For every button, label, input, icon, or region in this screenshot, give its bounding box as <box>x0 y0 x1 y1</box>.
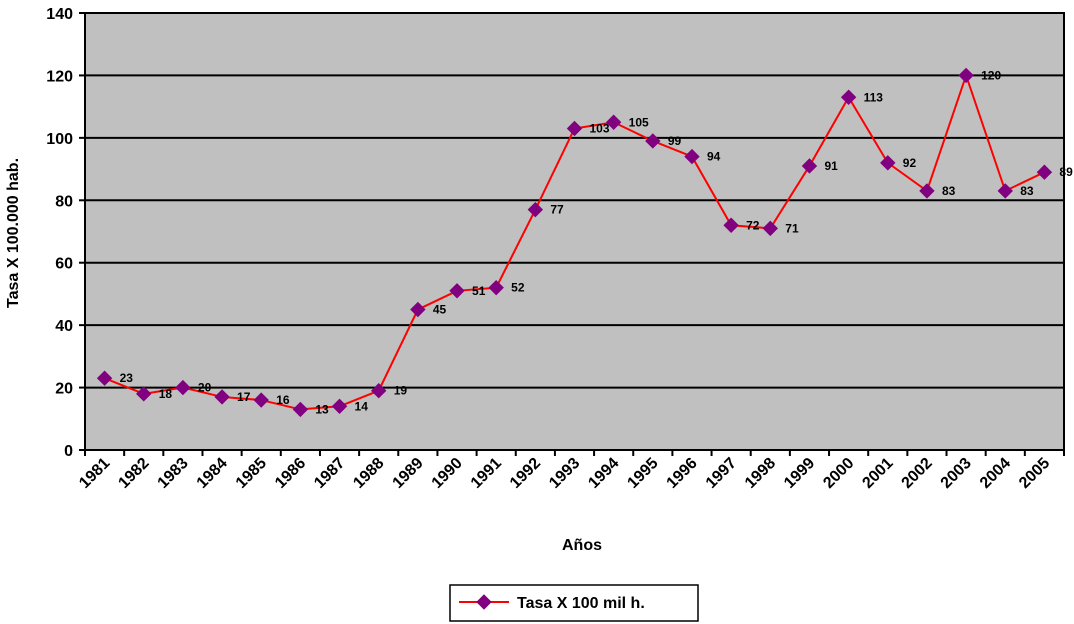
data-point-marker <box>605 114 622 130</box>
data-point-marker <box>1036 164 1053 180</box>
x-tick-label: 1992 <box>507 455 544 492</box>
data-label: 20 <box>198 381 212 395</box>
data-label: 77 <box>550 203 564 217</box>
data-label: 120 <box>981 68 1001 82</box>
data-label: 16 <box>276 393 290 407</box>
data-point-marker <box>488 279 504 296</box>
data-point-marker <box>645 133 661 149</box>
data-label: 89 <box>1059 165 1073 179</box>
data-label: 99 <box>668 134 682 148</box>
gridlines <box>84 12 1065 451</box>
x-tick-label: 1984 <box>194 455 231 492</box>
legend-label: Tasa X 100 mil h. <box>517 595 645 612</box>
data-label: 105 <box>629 115 649 129</box>
data-point-marker <box>370 382 387 399</box>
data-point-marker <box>449 283 465 299</box>
x-tick-label: 1991 <box>468 455 505 492</box>
data-point-marker <box>175 379 191 396</box>
y-tick-label: 0 <box>64 443 73 460</box>
data-point-marker <box>762 220 779 237</box>
x-tick-label: 2005 <box>1016 455 1053 492</box>
x-tick-label: 1994 <box>585 455 622 492</box>
series-layer <box>96 67 1053 418</box>
data-point-marker <box>684 148 700 165</box>
x-tick-label: 1998 <box>742 455 779 492</box>
x-tick-label: 1985 <box>233 455 270 492</box>
data-label: 92 <box>903 156 917 170</box>
data-label: 91 <box>824 159 838 173</box>
y-axis-title: Tasa X 100.000 hab. <box>5 158 22 308</box>
x-tick-label: 1997 <box>703 455 740 492</box>
y-axis-ticks: 0 20 40 60 80 100 120 140 <box>46 6 85 460</box>
x-tick-label: 1995 <box>624 455 661 492</box>
x-tick-label: 1987 <box>311 455 348 492</box>
x-tick-label: 1989 <box>389 455 426 492</box>
y-tick-label: 120 <box>46 68 73 85</box>
data-label: 72 <box>746 218 760 232</box>
data-label: 83 <box>1020 184 1034 198</box>
x-tick-label: 1990 <box>429 455 466 492</box>
y-tick-label: 100 <box>46 131 73 148</box>
data-label: 51 <box>472 284 486 298</box>
data-point-marker <box>919 183 935 199</box>
x-tick-label: 1988 <box>350 455 387 492</box>
data-label: 71 <box>785 221 799 235</box>
data-label: 83 <box>942 184 956 198</box>
data-label: 17 <box>237 390 251 404</box>
data-label: 18 <box>159 387 173 401</box>
x-tick-label: 1986 <box>272 455 309 492</box>
data-label: 94 <box>707 150 721 164</box>
data-label: 45 <box>433 303 447 317</box>
data-label: 103 <box>590 121 610 135</box>
data-point-marker <box>331 398 348 415</box>
x-tick-label: 1996 <box>664 455 701 492</box>
data-point-marker <box>136 386 152 402</box>
data-point-marker <box>96 370 113 386</box>
data-point-marker <box>958 67 974 84</box>
x-tick-label: 1981 <box>76 455 113 492</box>
data-labels: 23 18 20 17 16 13 14 19 45 51 52 77 103 105 99 94 72 71 91… <box>120 68 1074 416</box>
data-point-marker <box>723 217 739 233</box>
x-tick-label: 1982 <box>115 455 152 492</box>
x-tick-label: 1983 <box>155 455 192 492</box>
data-label: 19 <box>394 384 408 398</box>
x-axis-title: Años <box>562 537 602 554</box>
x-tick-label: 1999 <box>781 455 818 492</box>
x-tick-label: 2004 <box>977 455 1014 492</box>
y-tick-label: 140 <box>46 6 73 23</box>
y-tick-label: 20 <box>55 381 73 398</box>
y-tick-label: 60 <box>55 256 73 273</box>
data-label: 23 <box>120 371 134 385</box>
legend-marker <box>476 594 492 610</box>
y-tick-label: 40 <box>55 318 73 335</box>
x-tick-label: 2001 <box>859 455 896 492</box>
plot-border <box>84 12 1065 451</box>
data-point-marker <box>880 155 896 171</box>
data-label: 113 <box>864 90 884 104</box>
data-point-marker <box>292 401 309 418</box>
data-point-marker <box>214 389 230 405</box>
data-point-marker <box>410 301 426 318</box>
data-label: 14 <box>355 399 369 413</box>
data-point-marker <box>840 89 857 105</box>
legend: Tasa X 100 mil h. <box>449 584 699 622</box>
x-tick-label: 1993 <box>546 455 583 492</box>
x-tick-label: 2003 <box>938 455 975 492</box>
data-point-marker <box>527 201 544 218</box>
data-point-marker <box>253 392 269 408</box>
data-point-marker <box>997 183 1013 199</box>
plot-area <box>85 13 1064 450</box>
data-label: 13 <box>315 402 329 416</box>
x-tick-label: 2000 <box>820 455 857 492</box>
x-axis-ticks: 1981 1982 1983 1984 1985 1986 1987 1988 1989 1990… <box>76 450 1065 492</box>
y-tick-label: 80 <box>55 193 73 210</box>
data-point-marker <box>566 120 583 137</box>
x-tick-label: 2002 <box>899 455 936 492</box>
data-point-marker <box>801 158 818 174</box>
data-label: 52 <box>511 281 525 295</box>
